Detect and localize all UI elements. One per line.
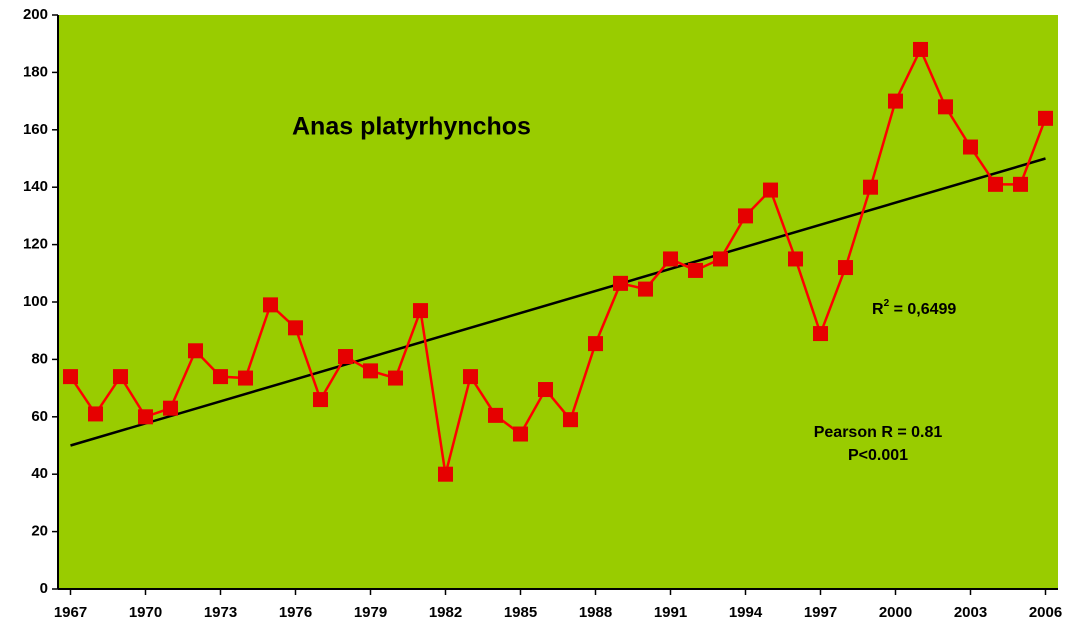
- marker: [288, 320, 303, 336]
- r-symbol: R: [872, 301, 884, 318]
- x-tick-label: 1997: [804, 604, 837, 621]
- x-tick-label: 1985: [504, 604, 537, 621]
- y-tick-label: 200: [23, 6, 48, 23]
- marker: [88, 406, 103, 422]
- marker: [438, 466, 453, 482]
- marker: [163, 400, 178, 416]
- y-tick-label: 40: [31, 465, 48, 482]
- marker: [313, 392, 328, 408]
- marker: [238, 370, 253, 386]
- x-tick-label: 1976: [279, 604, 312, 621]
- marker: [188, 343, 203, 359]
- marker: [688, 262, 703, 278]
- x-tick-label: 1991: [654, 604, 687, 621]
- marker: [213, 369, 228, 385]
- y-tick-label: 160: [23, 121, 48, 138]
- y-tick-label: 20: [31, 523, 48, 540]
- species-label: Anas platyrhynchos: [292, 113, 531, 141]
- marker: [713, 251, 728, 267]
- y-tick-label: 0: [40, 580, 48, 597]
- x-tick-label: 2003: [954, 604, 987, 621]
- marker: [863, 179, 878, 195]
- marker: [963, 139, 978, 155]
- marker: [1013, 176, 1028, 192]
- marker: [538, 382, 553, 398]
- p-label: P<0.001: [848, 447, 908, 464]
- marker: [113, 369, 128, 385]
- x-tick-label: 1973: [204, 604, 237, 621]
- r-exponent: 2: [884, 298, 890, 309]
- marker: [388, 370, 403, 386]
- marker: [513, 426, 528, 442]
- y-tick-label: 80: [31, 350, 48, 367]
- marker: [913, 41, 928, 57]
- marker: [138, 409, 153, 425]
- x-tick-label: 1979: [354, 604, 387, 621]
- marker: [938, 99, 953, 115]
- marker: [663, 251, 678, 267]
- trend-line: [70, 157, 1046, 447]
- x-tick-label: 1967: [54, 604, 87, 621]
- marker: [263, 297, 278, 313]
- marker: [413, 303, 428, 319]
- x-tick-label: 1994: [729, 604, 763, 621]
- marker: [63, 369, 78, 385]
- marker: [613, 275, 628, 291]
- y-tick-label: 100: [23, 293, 48, 310]
- marker: [363, 363, 378, 379]
- marker: [638, 281, 653, 297]
- x-tick-label: 1988: [579, 604, 612, 621]
- y-tick-label: 60: [31, 408, 48, 425]
- marker: [588, 336, 603, 352]
- y-tick-label: 140: [23, 178, 48, 195]
- marker: [488, 407, 503, 423]
- marker: [813, 326, 828, 342]
- y-tick-label: 120: [23, 236, 48, 253]
- y-tick-label: 180: [23, 63, 48, 80]
- marker: [338, 349, 353, 365]
- x-tick-label: 2006: [1029, 604, 1062, 621]
- marker: [563, 412, 578, 428]
- marker: [738, 208, 753, 224]
- r-value: = 0,6499: [889, 301, 956, 318]
- r-squared: R2 = 0,6499: [872, 298, 956, 319]
- marker: [763, 182, 778, 198]
- marker: [838, 260, 853, 276]
- marker: [1038, 110, 1053, 126]
- x-tick-label: 2000: [879, 604, 912, 621]
- x-tick-label: 1982: [429, 604, 462, 621]
- series-line: [69, 46, 1047, 475]
- pearson-label: Pearson R = 0.81: [814, 424, 943, 441]
- x-tick-label: 1970: [129, 604, 162, 621]
- marker: [888, 93, 903, 109]
- marker: [988, 176, 1003, 192]
- marker: [463, 369, 478, 385]
- marker: [788, 251, 803, 267]
